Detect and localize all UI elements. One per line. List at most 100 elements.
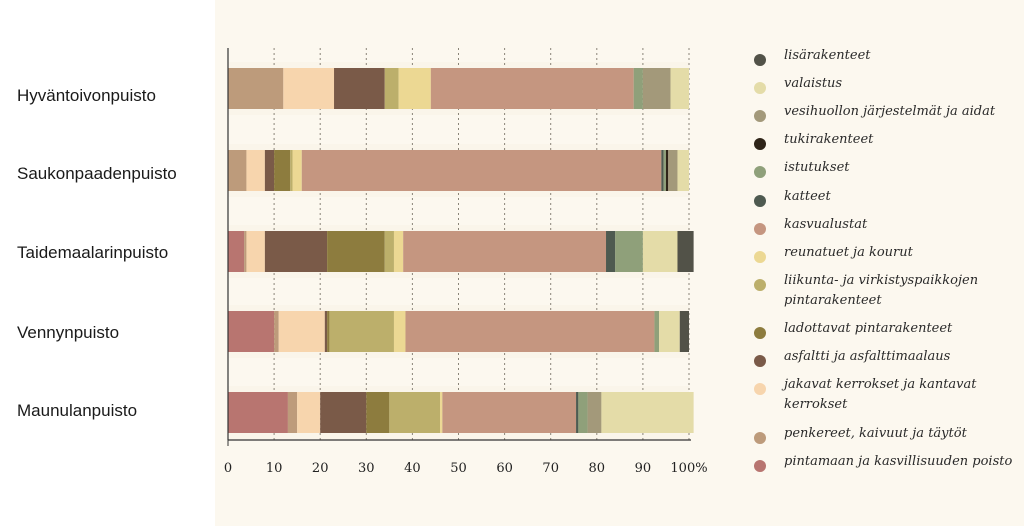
legend-label: valaistus: [784, 76, 843, 91]
x-tick-label: 100%: [670, 461, 707, 476]
legend-swatch: [754, 251, 766, 263]
bar-segment: [324, 311, 328, 352]
bar-segment: [601, 392, 694, 433]
bar-segment: [398, 68, 431, 109]
row-label-vennynpuisto: Vennynpuisto: [17, 323, 120, 342]
legend-swatch: [754, 54, 766, 66]
bar-segment: [384, 68, 399, 109]
bar-segment: [663, 150, 666, 191]
bar-segment: [659, 311, 680, 352]
legend-label: penkereet, kaivuut ja täytöt: [784, 426, 967, 441]
bar-segment: [228, 68, 284, 109]
bar-segment: [389, 392, 441, 433]
legend-label: asfaltti ja asfalttimaalaus: [784, 349, 951, 364]
legend-label: liikunta- ja virkistyspaikkojen pintarak…: [784, 273, 979, 308]
legend-swatch: [754, 460, 766, 472]
legend-swatch: [754, 432, 766, 444]
x-tick-label: 80: [589, 461, 606, 476]
bar-segment: [606, 231, 616, 272]
bar-segment: [578, 392, 588, 433]
bar-segment: [329, 311, 394, 352]
bar-segment: [642, 231, 678, 272]
bar-segment: [440, 392, 443, 433]
bar-segment: [334, 68, 385, 109]
bar-segment: [301, 150, 662, 191]
bar-segment: [366, 392, 390, 433]
bar-segment: [287, 392, 298, 433]
row-label-maunulanpuisto: Maunulanpuisto: [17, 401, 138, 420]
legend-swatch: [754, 279, 766, 291]
legend-label: reunatuet ja kourut: [784, 245, 913, 260]
bar-segment: [642, 68, 671, 109]
legend-swatch: [754, 327, 766, 339]
bar-segment: [393, 231, 404, 272]
bar-segment: [327, 231, 385, 272]
bar-segment: [615, 231, 643, 272]
bar-segment: [244, 231, 247, 272]
bar-segment: [228, 392, 288, 433]
legend-swatch: [754, 82, 766, 94]
bar-segment: [228, 231, 245, 272]
bar-segment: [587, 392, 602, 433]
legend-swatch: [754, 355, 766, 367]
bar-segment: [677, 231, 694, 272]
bar-segment: [292, 150, 302, 191]
bar-segment: [264, 231, 328, 272]
legend-label: pintamaan ja kasvillisuuden poisto: [784, 454, 1013, 469]
bar-segment: [264, 150, 275, 191]
legend-label: vesihuollon järjestelmät ja aidat: [784, 104, 996, 119]
x-tick-label: 0: [224, 461, 232, 476]
bar-segment: [661, 150, 664, 191]
x-tick-label: 70: [542, 461, 559, 476]
bar-segment: [283, 68, 335, 109]
x-tick-label: 50: [450, 461, 467, 476]
row-label-taidemaalarinpuisto: Taidemaalarinpuisto: [17, 243, 169, 262]
bar-segment: [246, 150, 265, 191]
bar-segment: [274, 150, 291, 191]
bar-segment: [670, 68, 689, 109]
bar-segment: [320, 392, 367, 433]
bar-segment: [654, 311, 660, 352]
legend-swatch: [754, 110, 766, 122]
bar-segment: [327, 311, 330, 352]
x-tick-label: 10: [266, 461, 283, 476]
x-tick-label: 60: [496, 461, 513, 476]
x-tick-label: 90: [635, 461, 652, 476]
bar-segment: [278, 311, 325, 352]
legend-swatch: [754, 195, 766, 207]
bar-segment: [393, 311, 406, 352]
bar-segment: [576, 392, 579, 433]
x-tick-label: 20: [312, 461, 329, 476]
legend-label: lisärakenteet: [784, 48, 871, 63]
legend-label: tukirakenteet: [784, 132, 874, 147]
legend-label: katteet: [784, 189, 831, 204]
row-label-hyvantoivonpuisto: Hyväntoivonpuisto: [17, 86, 156, 105]
legend-swatch: [754, 138, 766, 150]
bar-segment: [297, 392, 321, 433]
bar-segment: [677, 150, 689, 191]
legend-swatch: [754, 166, 766, 178]
bar-segment: [633, 68, 643, 109]
bar-segment: [246, 231, 265, 272]
row-label-saukonpaadenpuisto: Saukonpaadenpuisto: [17, 164, 177, 183]
x-tick-label: 30: [358, 461, 375, 476]
bar-segment: [665, 150, 669, 191]
legend-swatch: [754, 383, 766, 395]
legend-swatch: [754, 223, 766, 235]
bar-segment: [228, 311, 275, 352]
bar-segment: [430, 68, 634, 109]
bar-segment: [228, 150, 247, 191]
bar-segment: [274, 311, 279, 352]
bar-segment: [442, 392, 577, 433]
legend-label: jakavat kerrokset ja kantavat kerrokset: [784, 377, 977, 412]
bar-segment: [668, 150, 678, 191]
bar-segment: [403, 231, 607, 272]
legend-label: ladottavat pintarakenteet: [784, 321, 953, 336]
legend-label: istutukset: [784, 160, 850, 175]
x-tick-label: 40: [404, 461, 421, 476]
bar-segment: [384, 231, 394, 272]
legend-label: kasvualustat: [784, 217, 868, 232]
bar-segment: [405, 311, 655, 352]
